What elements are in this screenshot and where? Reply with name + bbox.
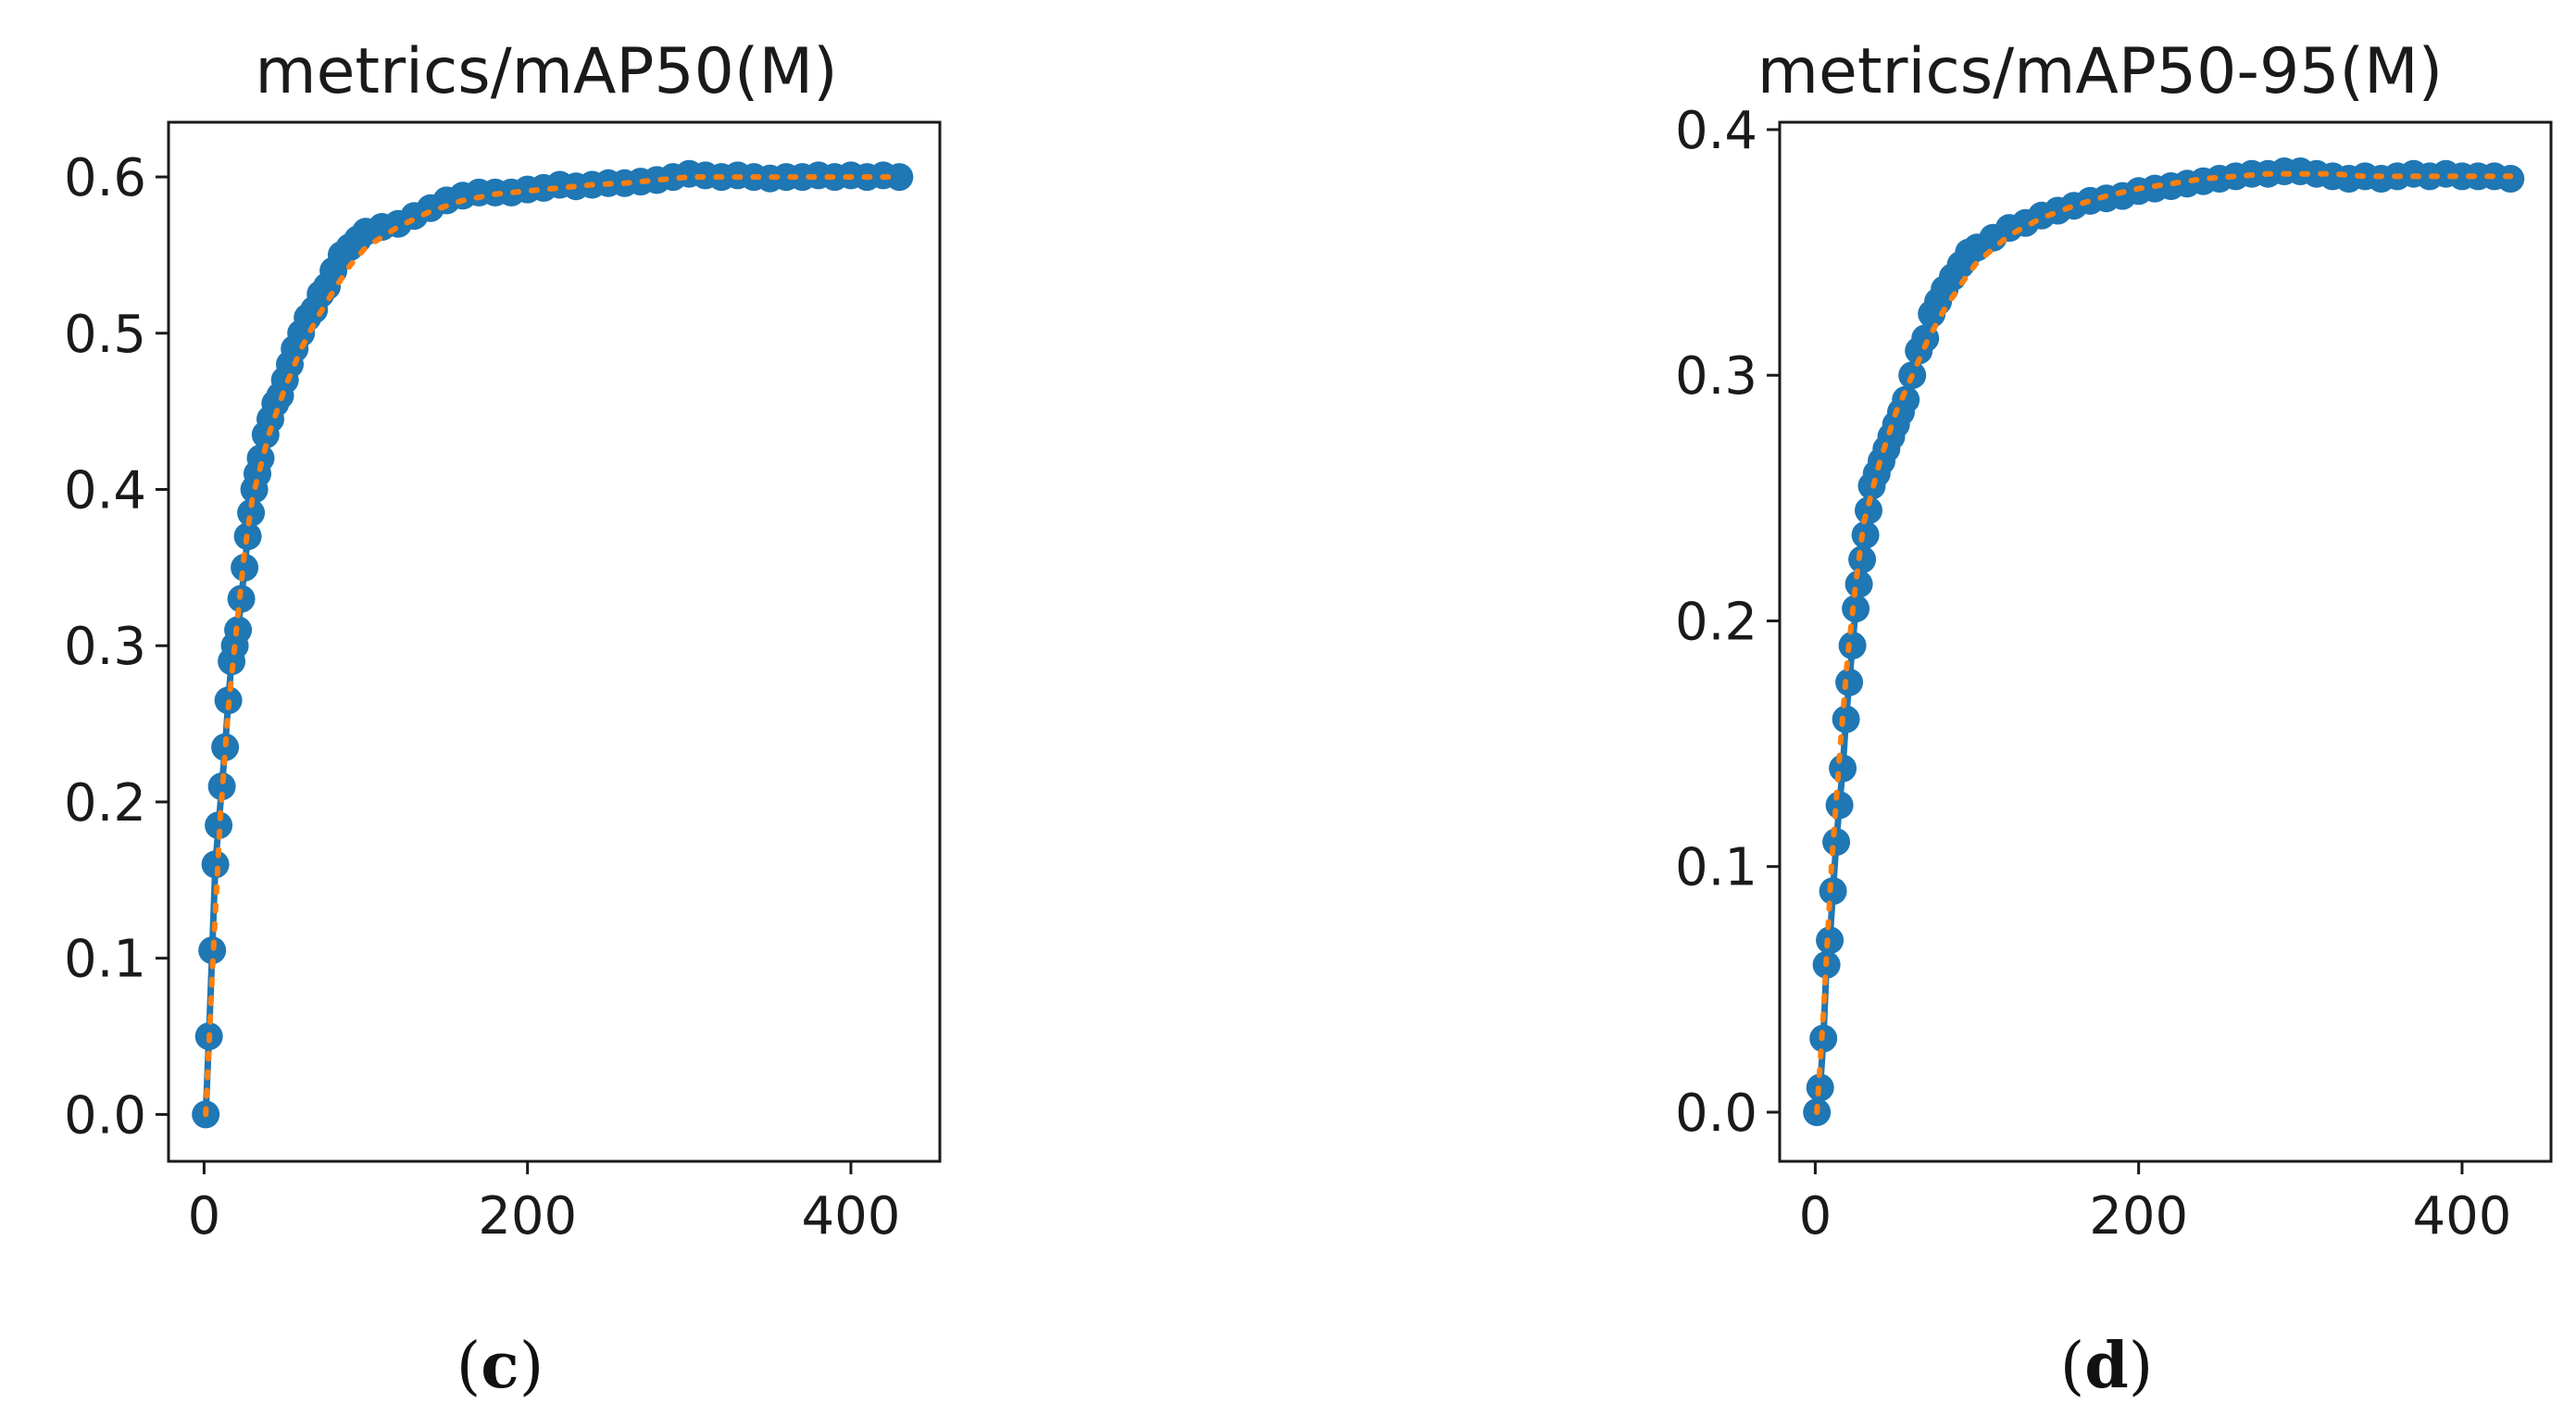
y-tick-label: 0.4 [1675,101,1757,161]
results-series [192,159,914,1129]
y-tick-label: 0.0 [1675,1084,1757,1144]
y-tick-label: 0.1 [64,930,146,990]
axis-ticks: 0 200 400 0.0 0.1 0.2 0.3 0.4 [1675,101,2511,1247]
y-tick-label: 0.2 [1675,592,1757,652]
y-tick-label: 0.3 [64,617,146,677]
results-series [1803,157,2525,1126]
data-point [1829,754,1857,783]
data-point [1892,385,1920,414]
y-tick-label: 0.1 [1675,838,1757,898]
panel-caption-c: (c) [456,1329,544,1403]
axis-ticks: 0 200 400 0.0 0.1 0.2 0.3 0.4 0.5 0.6 [64,148,900,1247]
data-point [885,163,914,192]
x-tick-label: 0 [188,1186,221,1247]
data-point [1855,496,1882,525]
data-point [1844,570,1873,598]
x-tick-label: 400 [802,1186,901,1247]
chart-title: metrics/mAP50-95(M) [1757,35,2443,108]
x-tick-label: 0 [1799,1186,1832,1247]
data-point [1835,668,1864,696]
data-point [205,811,233,840]
x-tick-label: 200 [2089,1186,2188,1247]
y-tick-label: 0.0 [64,1085,146,1146]
plot-frame [1778,120,2553,1163]
x-tick-label: 400 [2413,1186,2512,1247]
y-tick-label: 0.2 [64,773,146,833]
data-point [207,772,236,801]
smooth-line [203,174,903,1118]
y-tick-label: 0.4 [64,460,146,520]
data-point [237,498,266,527]
smooth-line [1814,170,2514,1115]
data-point [1838,632,1867,659]
data-point [201,850,230,879]
y-tick-label: 0.5 [64,305,146,365]
data-point [1848,545,1877,574]
smooth-series [1814,170,2514,1115]
data-point [1822,828,1851,857]
data-point [246,444,275,472]
smooth-series [203,174,903,1118]
y-tick-label: 0.6 [64,148,146,208]
data-point [1832,705,1860,733]
data-point [231,553,259,582]
y-tick-label: 0.3 [1675,346,1757,407]
chart-panel-d: metrics/mAP50-95(M) 0 200 4000.00.10.20.30… [1675,35,2553,1403]
data-point [1819,877,1847,906]
x-tick-label: 200 [478,1186,577,1247]
data-point [1825,791,1854,820]
data-point [1851,520,1880,549]
chart-panel-c: metrics/mAP50(M) 0 200 4000.00.10.20.30.40… [64,35,942,1403]
panel-caption-d: (d) [2060,1329,2154,1403]
chart-title: metrics/mAP50(M) [255,35,837,108]
plot-frame [167,120,942,1163]
